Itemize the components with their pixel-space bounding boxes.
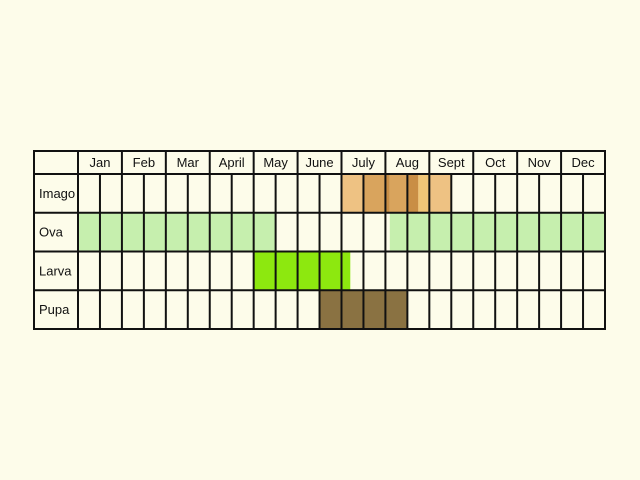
period-imago-1 bbox=[363, 174, 386, 213]
grid-layer bbox=[33, 150, 606, 330]
period-imago-6 bbox=[429, 174, 452, 213]
month-label: May bbox=[263, 155, 288, 170]
period-imago-2 bbox=[385, 174, 390, 213]
month-label: Sept bbox=[438, 155, 465, 170]
month-label: Mar bbox=[177, 155, 200, 170]
period-imago-3 bbox=[389, 174, 408, 213]
period-ova-0 bbox=[78, 212, 276, 252]
stage-label-pupa: Pupa bbox=[39, 302, 70, 317]
stage-label-imago: Imago bbox=[39, 186, 75, 201]
month-label: Dec bbox=[571, 155, 595, 170]
month-label: Oct bbox=[485, 155, 506, 170]
month-label: Aug bbox=[396, 155, 419, 170]
period-ova-1 bbox=[389, 212, 605, 252]
month-label: Nov bbox=[528, 155, 552, 170]
month-label: Jan bbox=[89, 155, 110, 170]
label-layer: Jan Feb Mar April May June July Aug Sept Oct Nov De… bbox=[39, 155, 595, 317]
period-layer bbox=[78, 174, 605, 329]
month-label: June bbox=[305, 155, 333, 170]
month-label: Feb bbox=[133, 155, 155, 170]
period-imago-4 bbox=[407, 174, 419, 213]
period-imago-0 bbox=[341, 174, 364, 213]
stage-label-ova: Ova bbox=[39, 225, 64, 240]
stage-label-larva: Larva bbox=[39, 263, 72, 278]
period-imago-5 bbox=[418, 174, 430, 213]
period-larva-0 bbox=[253, 251, 351, 291]
month-label: April bbox=[219, 155, 245, 170]
month-label: July bbox=[352, 155, 376, 170]
